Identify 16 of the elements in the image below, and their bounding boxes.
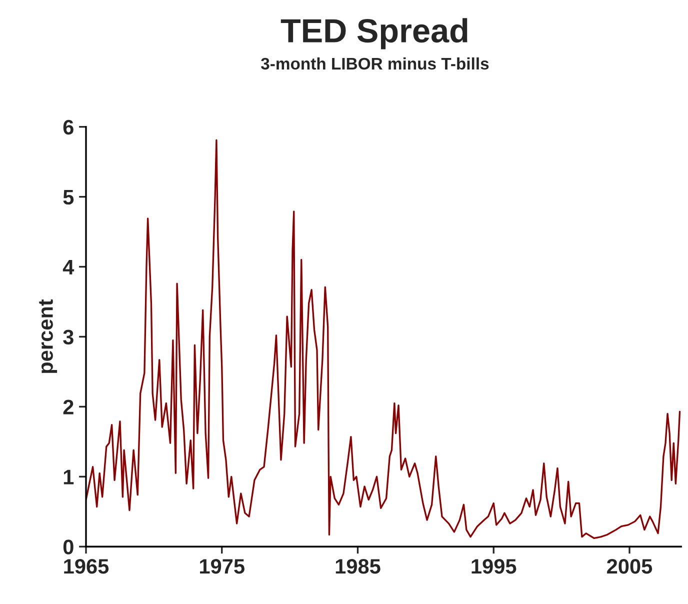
y-axis-title: percent (39, 299, 58, 373)
x-tick-label: 1965 (64, 558, 109, 574)
y-tick-label: 2 (63, 400, 74, 414)
x-tick-label: 1985 (336, 558, 380, 574)
chart-title: TED Spread (280, 18, 468, 50)
x-tick-label: 1995 (472, 558, 516, 574)
y-tick-label: 6 (63, 120, 74, 135)
y-tick-label: 5 (63, 190, 74, 205)
y-tick-label: 1 (64, 470, 74, 484)
x-tick-label: 1975 (200, 558, 244, 574)
y-tick-label: 0 (63, 540, 74, 554)
y-tick-label: 3 (63, 330, 74, 345)
chart-subtitle: 3-month LIBOR minus T-bills (260, 57, 489, 70)
line-series (86, 139, 681, 540)
x-tick-label: 2005 (607, 558, 652, 574)
y-tick-label: 4 (62, 260, 74, 274)
